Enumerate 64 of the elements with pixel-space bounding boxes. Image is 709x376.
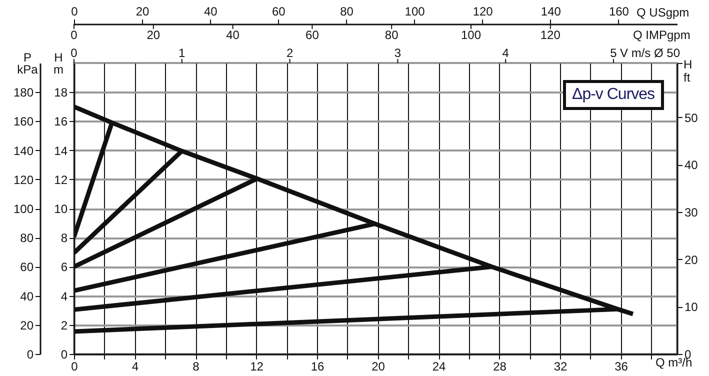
x2-tick-label: 80 <box>340 4 354 18</box>
y3-tick-label: 40 <box>20 289 34 304</box>
x-tick-label: 28 <box>493 360 507 374</box>
x2-axis-title: Q USgpm <box>636 6 690 20</box>
y2-axis-title: H ft <box>684 58 692 84</box>
x-tick-label: 4 <box>132 360 139 374</box>
text: Q IMPgpm <box>633 28 690 42</box>
text: 4 <box>502 46 510 60</box>
y-tick-label: 8 <box>60 231 68 246</box>
text: 60 <box>306 28 320 42</box>
y-tick-label: 12 <box>54 172 68 187</box>
x2-tick-label: 20 <box>136 4 150 18</box>
text: 40 <box>226 28 240 42</box>
y-tick-label: 16 <box>54 114 68 129</box>
text: V m/s Ø 50 <box>620 46 680 60</box>
x-tick-label: 24 <box>432 360 446 374</box>
x2-tick-label: 0 <box>71 4 78 18</box>
x2-tick-label: 100 <box>404 4 426 18</box>
y3-tick-label: 0 <box>26 348 34 362</box>
text: 2 <box>286 46 294 60</box>
x2-tick-label: 120 <box>472 4 494 18</box>
x2-tick-label: 60 <box>272 4 286 18</box>
text: 80 <box>384 28 399 42</box>
text: 20 <box>146 28 160 42</box>
y3-tick-label: 120 <box>13 172 34 187</box>
x-tick-label: 8 <box>192 360 200 374</box>
y2-tick-label: 30 <box>684 206 698 220</box>
y-axis-title: H m <box>54 50 64 76</box>
x-tick-label: 0 <box>71 360 78 374</box>
y3-axis-title: P kPa <box>17 50 38 76</box>
y3-tick-label: 180 <box>13 86 34 100</box>
text: 1 <box>178 46 186 60</box>
x2-tick-label: 160 <box>608 4 630 18</box>
y3-tick-label: 100 <box>13 202 34 216</box>
y3-tick-label: 20 <box>20 318 34 332</box>
y2-tick-label: 10 <box>684 300 698 314</box>
x-tick-label: 36 <box>614 360 628 374</box>
y-tick-label: 6 <box>60 260 68 274</box>
text: 0 <box>70 28 78 42</box>
x-tick-label: 12 <box>250 360 264 374</box>
y-tick-label: 2 <box>60 318 68 332</box>
y2-tick-label: 20 <box>684 252 698 267</box>
text: Δp-v Curves <box>563 80 664 110</box>
y2-tick-label: 50 <box>684 110 698 125</box>
y-tick-label: 4 <box>60 289 68 304</box>
x2-tick-label: 40 <box>204 4 218 18</box>
y-tick-label: 10 <box>54 202 68 216</box>
x-tick-label: 32 <box>554 360 568 374</box>
y3-tick-label: 160 <box>13 114 34 129</box>
text: 100 <box>460 28 482 42</box>
y3-tick-label: 60 <box>20 260 34 274</box>
x-tick-label: 16 <box>310 360 325 374</box>
text: 3 <box>394 46 402 60</box>
y-tick-label: 18 <box>54 86 68 100</box>
x-tick-label: 20 <box>372 360 386 374</box>
text: 5 <box>610 46 618 60</box>
y-tick-label: 0 <box>60 348 68 362</box>
text: 0 <box>70 46 78 60</box>
y2-tick-label: 40 <box>684 158 698 172</box>
text: 120 <box>540 28 561 42</box>
y3-tick-label: 80 <box>20 231 34 246</box>
y-tick-label: 14 <box>54 144 68 158</box>
y3-tick-label: 140 <box>13 144 34 158</box>
x2-tick-label: 140 <box>540 4 562 18</box>
